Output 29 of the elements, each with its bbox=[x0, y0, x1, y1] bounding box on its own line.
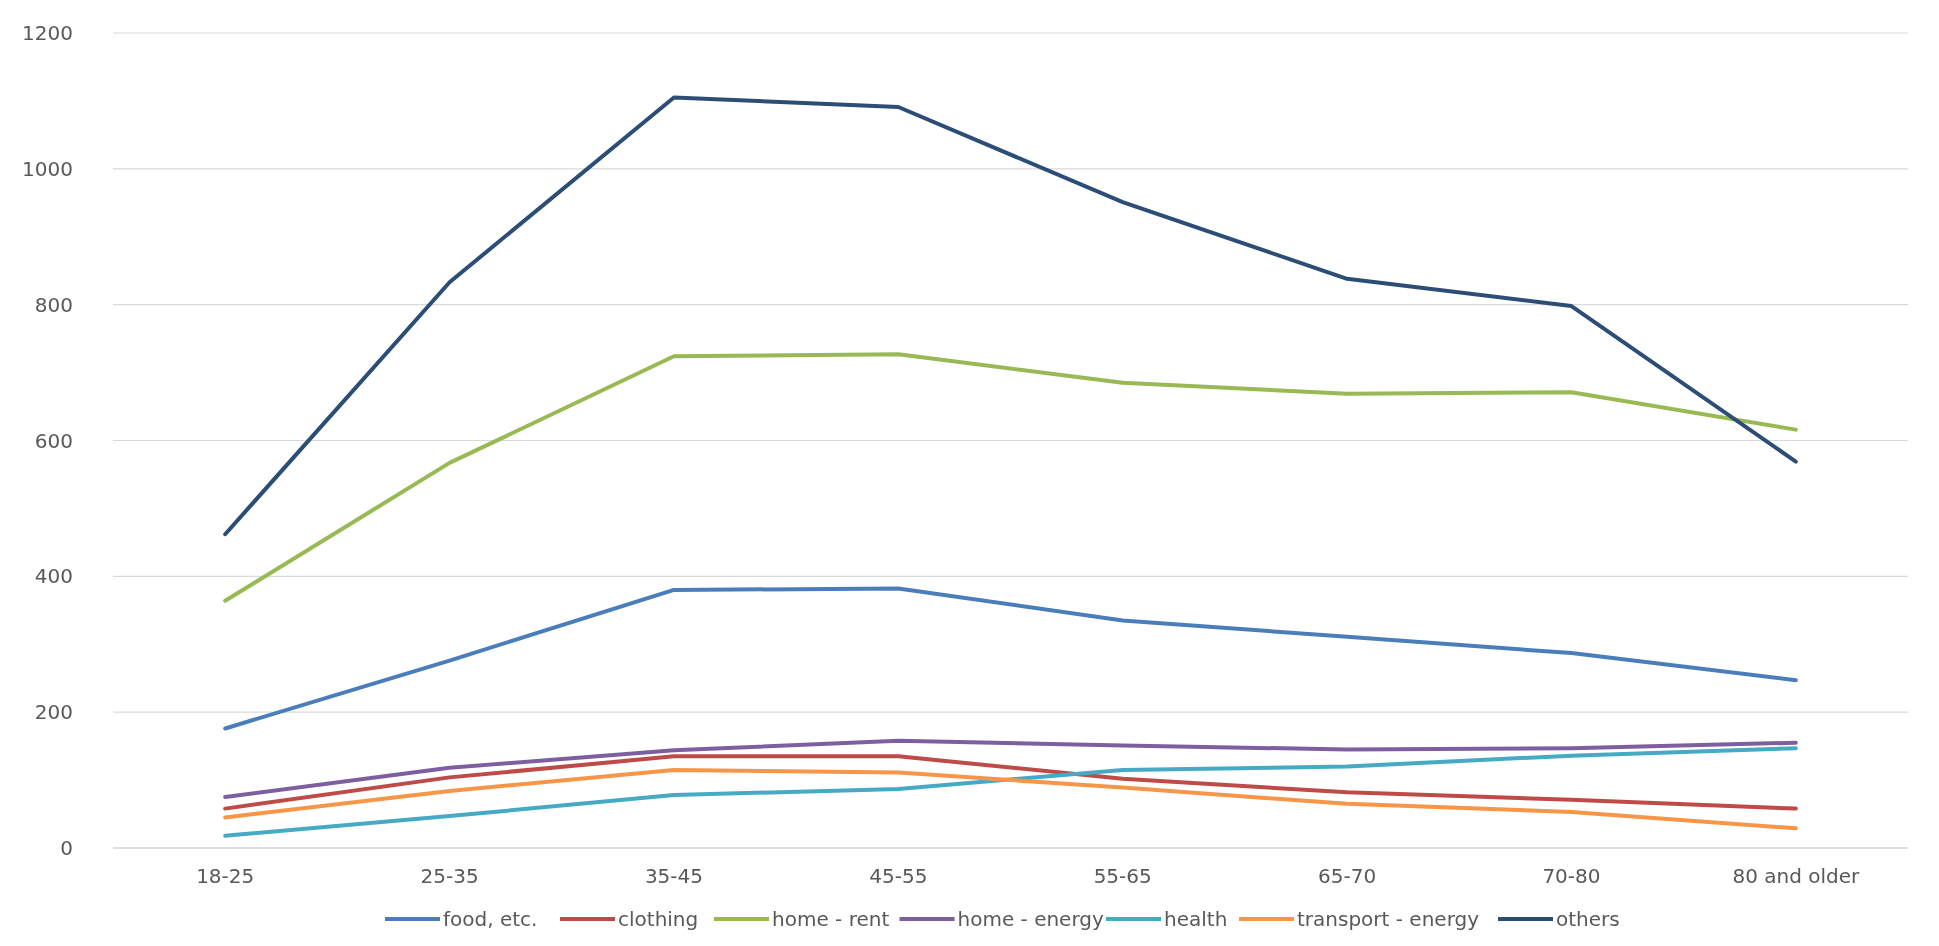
x-tick-label: 65-70 bbox=[1318, 864, 1377, 888]
x-tick-label: 80 and older bbox=[1732, 864, 1860, 888]
x-tick-label: 45-55 bbox=[869, 864, 928, 888]
legend-label: health bbox=[1164, 907, 1228, 931]
legend-label: food, etc. bbox=[443, 907, 538, 931]
line-series bbox=[223, 352, 1798, 603]
line-series bbox=[223, 586, 1798, 731]
x-tick-label: 55-65 bbox=[1093, 864, 1152, 888]
line-series bbox=[223, 754, 1798, 811]
legend-label: home - rent bbox=[772, 907, 890, 931]
y-tick-label: 600 bbox=[34, 428, 73, 453]
y-tick-label: 0 bbox=[60, 836, 73, 860]
y-tick-label: 800 bbox=[34, 292, 73, 317]
x-tick-label: 25-35 bbox=[420, 864, 479, 888]
line-series bbox=[223, 767, 1798, 831]
line-series bbox=[223, 95, 1798, 537]
y-tick-label: 1200 bbox=[22, 21, 73, 45]
legend-label: clothing bbox=[618, 907, 699, 931]
y-tick-label: 200 bbox=[34, 700, 73, 725]
line-series bbox=[223, 738, 1798, 800]
legend-label: transport - energy bbox=[1297, 907, 1480, 931]
x-tick-label: 35-45 bbox=[644, 864, 703, 888]
line-series bbox=[223, 746, 1798, 838]
y-tick-label: 400 bbox=[34, 564, 73, 589]
legend-label: others bbox=[1556, 907, 1620, 931]
y-tick-label: 1000 bbox=[22, 156, 73, 181]
legend-label: home - energy bbox=[957, 907, 1104, 931]
x-tick-label: 70-80 bbox=[1542, 864, 1601, 888]
x-tick-label: 18-25 bbox=[196, 864, 255, 888]
